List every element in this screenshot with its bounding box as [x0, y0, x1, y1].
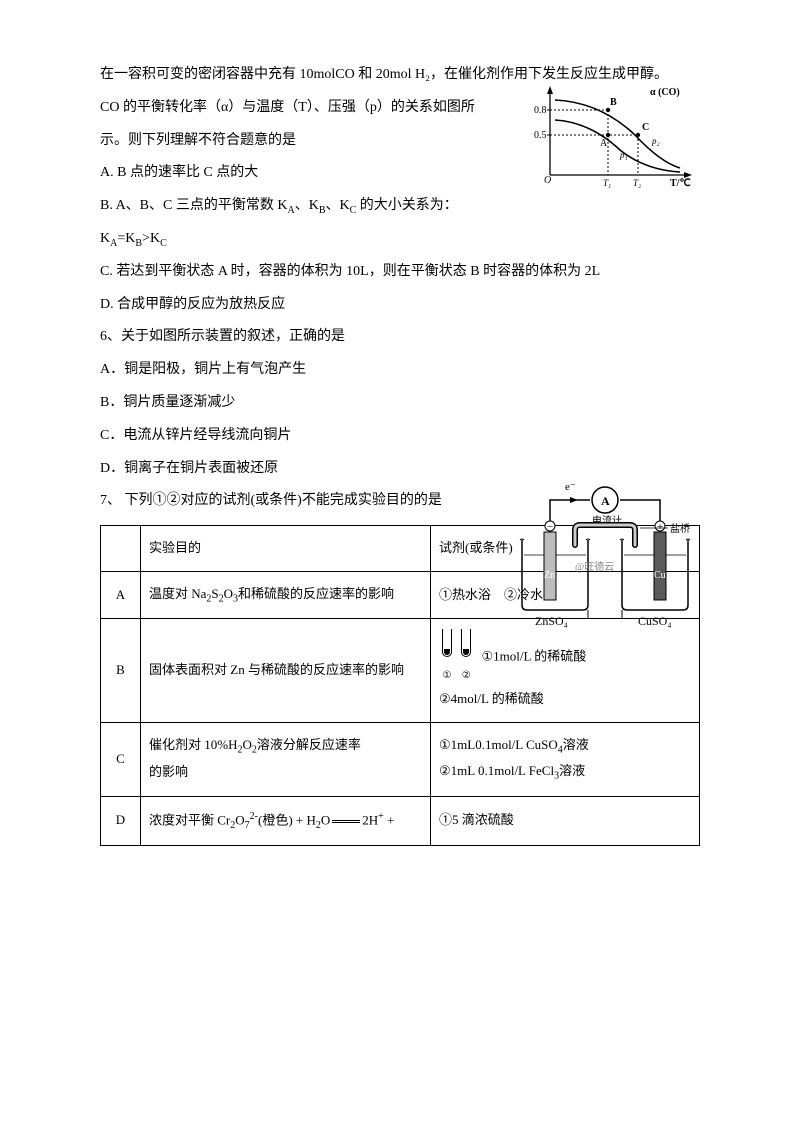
salt-bridge-label: 盐桥: [670, 522, 690, 535]
equilibrium-arrow-icon: [332, 820, 360, 823]
table-row-d: D 浓度对平衡 Cr2O72-(橙色) + H2O2H+ + ①5 滴浓硫酸: [101, 796, 700, 845]
rowC-label: C: [101, 722, 141, 796]
q5-opt-b-line2: KA=KB>KC: [100, 224, 700, 255]
xlabel: T/℃: [670, 178, 691, 189]
q6-diagram: e⁻ A 电流计 − + 盐桥 Zn Cu @旺德云 ZnSO₄ Cu: [510, 470, 700, 643]
znso4-label: ZnSO₄: [535, 614, 568, 628]
ylabel: α (CO): [650, 87, 680, 98]
q6-opt-c: C．电流从锌片经导线流向铜片: [100, 421, 700, 452]
header-blank: [101, 526, 141, 572]
ytick-08: 0.8: [534, 105, 547, 116]
rowB-label: B: [101, 619, 141, 722]
cuso4-label: CuSO₄: [638, 614, 672, 628]
svg-text:−: −: [547, 521, 553, 533]
q5-opt-c: C. 若达到平衡状态 A 时，容器的体积为 10L，则在平衡状态 B 时容器的体…: [100, 257, 700, 288]
xtick-t1: T₁: [603, 178, 611, 188]
rowD-reagent: ①5 滴浓硫酸: [431, 796, 700, 845]
q6-opt-a: A．铜是阳极，铜片上有气泡产生: [100, 355, 700, 386]
electron-label: e⁻: [565, 481, 576, 493]
rowC-purpose: 催化剂对 10%H2O2溶液分解反应速率的影响: [141, 722, 431, 796]
point-c: C: [642, 122, 649, 133]
xtick-t2: T₂: [633, 178, 641, 188]
rowD-purpose: 浓度对平衡 Cr2O72-(橙色) + H2O2H+ +: [141, 796, 431, 845]
q6-stem: 6、关于如图所示装置的叙述，正确的是: [100, 322, 700, 353]
watermark: @旺德云: [575, 560, 614, 573]
rowA-label: A: [101, 571, 141, 619]
test-tubes-icon: ① ②: [439, 629, 474, 686]
ammeter-a: A: [601, 494, 610, 508]
table-row-c: C 催化剂对 10%H2O2溶液分解反应速率的影响 ①1mL0.1mol/L C…: [101, 722, 700, 796]
ytick-05: 0.5: [534, 130, 547, 141]
curve-p2: p₂: [651, 136, 660, 146]
zn-label: Zn: [544, 570, 555, 581]
cu-label: Cu: [654, 570, 666, 581]
q5-opt-d: D. 合成甲醇的反应为放热反应: [100, 290, 700, 321]
rowB-purpose: 固体表面积对 Zn 与稀硫酸的反应速率的影响: [141, 619, 431, 722]
svg-text:+: +: [657, 521, 663, 533]
point-a: A: [600, 138, 608, 149]
point-b: B: [610, 97, 617, 108]
q6-opt-b: B．铜片质量逐渐减少: [100, 388, 700, 419]
origin-o: O: [544, 175, 551, 186]
curve-p1: p₁: [619, 150, 628, 160]
rowC-reagent: ①1mL0.1mol/L CuSO4溶液 ②1mL 0.1mol/L FeCl3…: [431, 722, 700, 796]
header-purpose: 实验目的: [141, 526, 431, 572]
q5-chart: 0.8 0.5 A B C p₁ p₂ α (CO) T₁ T₂ T/℃ O: [530, 80, 700, 203]
rowD-label: D: [101, 796, 141, 845]
rowA-purpose: 温度对 Na2S2O3和稀硫酸的反应速率的影响: [141, 571, 431, 619]
